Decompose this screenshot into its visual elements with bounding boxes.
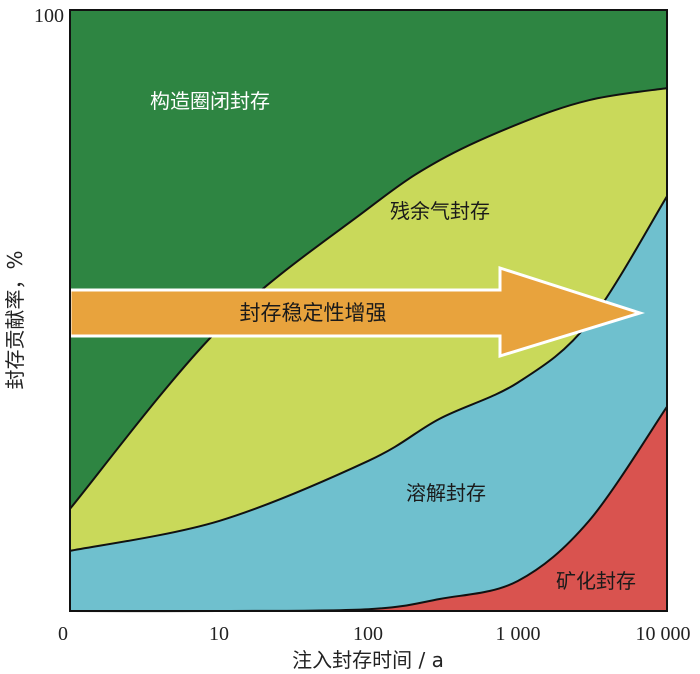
x-tick-label-3: 1 000 (496, 623, 541, 645)
trend-arrow-shape (68, 265, 646, 359)
x-axis-ticks: 0 10 100 1 000 10 000 (58, 623, 691, 645)
label-dissolution-trapping: 溶解封存 (406, 481, 486, 505)
x-axis-title: 注入封存时间 / a (292, 648, 444, 672)
x-tick-label-2: 100 (353, 623, 383, 645)
x-tick-label-0: 0 (58, 623, 68, 645)
trend-arrow-label: 封存稳定性增强 (240, 301, 387, 325)
label-structural-trapping: 构造圈闭封存 (150, 89, 270, 113)
boundary-line-residual (69, 87, 668, 510)
plot-frame (69, 9, 668, 612)
y-axis-title: 封存贡献率，% (3, 250, 27, 389)
label-mineral-trapping: 矿化封存 (556, 569, 636, 593)
area-mineral-trapping (70, 406, 667, 612)
x-tick-label-1: 10 (209, 623, 229, 645)
y-tick-label-100: 100 (34, 5, 64, 27)
label-residual-gas-trapping: 残余气封存 (390, 199, 490, 223)
x-tick-label-4: 10 000 (636, 623, 691, 645)
trend-arrow: 封存稳定性增强 (68, 265, 646, 359)
area-dissolution-trapping (70, 196, 667, 612)
